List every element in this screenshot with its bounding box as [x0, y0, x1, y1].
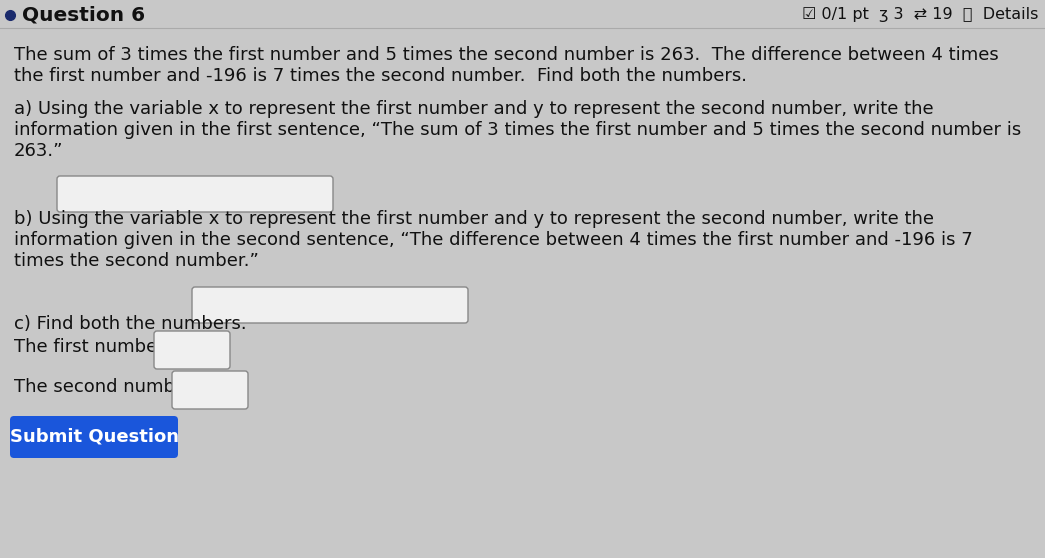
- Text: The first number is:: The first number is:: [14, 338, 191, 356]
- Text: information given in the first sentence, “The sum of 3 times the first number an: information given in the first sentence,…: [14, 121, 1021, 139]
- Text: The sum of 3 times the first number and 5 times the second number is 263.  The d: The sum of 3 times the first number and …: [14, 46, 999, 64]
- Text: ☑ 0/1 pt  ʒ 3  ⇄ 19  ⓘ  Details: ☑ 0/1 pt ʒ 3 ⇄ 19 ⓘ Details: [802, 7, 1038, 22]
- FancyBboxPatch shape: [10, 416, 178, 458]
- Text: information given in the second sentence, “The difference between 4 times the fi: information given in the second sentence…: [14, 231, 973, 249]
- Text: c) Find both the numbers.: c) Find both the numbers.: [14, 315, 247, 333]
- Text: 263.”: 263.”: [14, 142, 64, 160]
- Text: the first number and -196 is 7 times the second number.  Find both the numbers.: the first number and -196 is 7 times the…: [14, 67, 747, 85]
- FancyBboxPatch shape: [57, 176, 333, 212]
- Text: Question 6: Question 6: [22, 6, 145, 25]
- Text: b) Using the variable x to represent the first number and y to represent the sec: b) Using the variable x to represent the…: [14, 210, 934, 228]
- Text: The second number is:: The second number is:: [14, 378, 220, 396]
- Text: Submit Question: Submit Question: [9, 428, 179, 446]
- Text: a) Using the variable x to represent the first number and y to represent the sec: a) Using the variable x to represent the…: [14, 100, 933, 118]
- Text: times the second number.”: times the second number.”: [14, 252, 259, 270]
- FancyBboxPatch shape: [172, 371, 248, 409]
- FancyBboxPatch shape: [192, 287, 468, 323]
- FancyBboxPatch shape: [154, 331, 230, 369]
